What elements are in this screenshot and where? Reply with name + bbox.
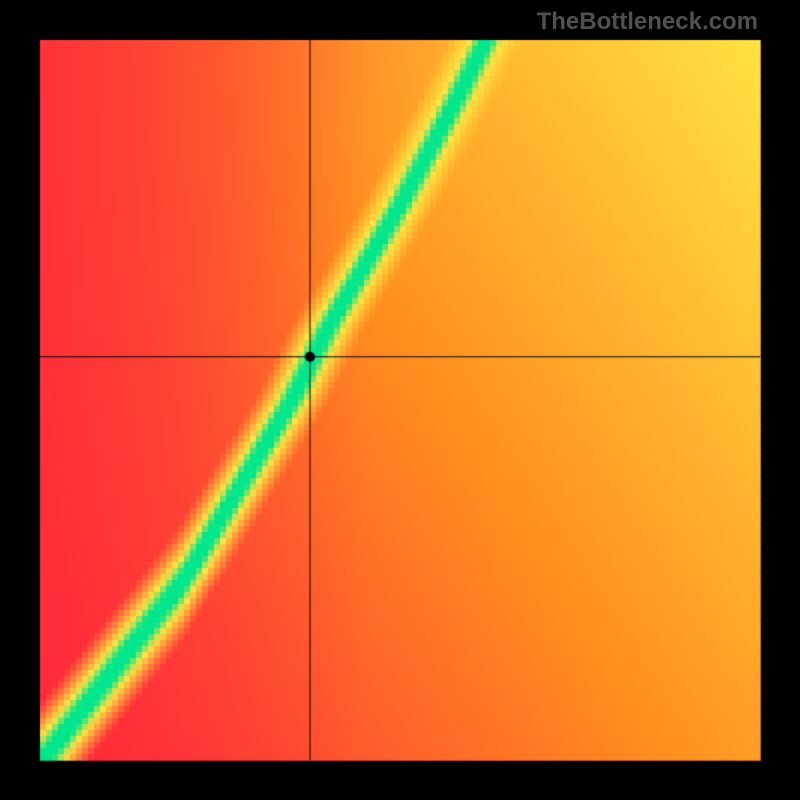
chart-container: { "canvas": { "width": 800, "height": 80… bbox=[0, 0, 800, 800]
watermark-text: TheBottleneck.com bbox=[537, 8, 758, 36]
bottleneck-heatmap bbox=[0, 0, 800, 800]
